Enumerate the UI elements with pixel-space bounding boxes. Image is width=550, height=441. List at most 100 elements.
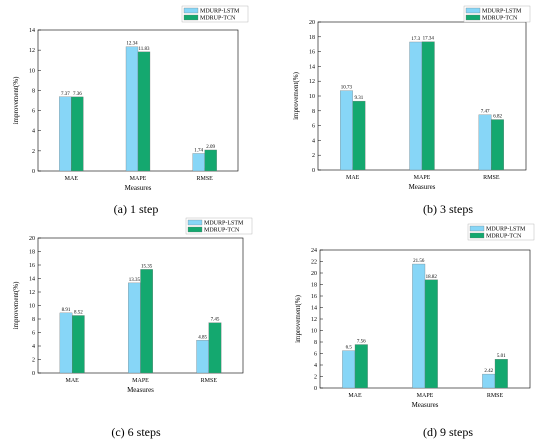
y-tick-label: 18 <box>311 283 317 289</box>
data-label: 21.56 <box>413 259 425 264</box>
bar-mdrup-tcn-mape <box>424 279 438 389</box>
y-tick-label: 16 <box>311 294 317 300</box>
legend-label: MDRUP-TCN <box>482 16 518 22</box>
y-tick-label: 20 <box>309 20 315 26</box>
bar-mdrup-tcn-mae <box>71 96 84 172</box>
legend-label: MDURP-LSTM <box>482 9 522 15</box>
legend-swatch <box>469 232 485 239</box>
chart-panel-4: 024681012141618202224improvement(%)MAE6.… <box>294 223 535 439</box>
bar-mdurp-lstm-mae <box>342 350 356 389</box>
x-tick-label: MAPE <box>130 176 147 182</box>
bar-mdurp-lstm-mape <box>409 41 423 171</box>
y-tick-label: 0 <box>32 371 35 377</box>
y-tick-label: 6 <box>312 124 315 130</box>
y-tick-label: 2 <box>32 358 35 364</box>
data-label: 17.3 <box>411 37 420 42</box>
data-label: 11.83 <box>138 47 150 52</box>
legend-box <box>181 5 249 23</box>
chart-caption: (c) 6 steps <box>111 425 161 439</box>
legend-label: MDRUP-TCN <box>204 228 240 234</box>
y-tick-label: 22 <box>311 260 317 266</box>
y-tick-label: 0 <box>32 169 35 175</box>
data-label: 8.52 <box>74 310 83 315</box>
y-tick-label: 12 <box>311 317 317 323</box>
bar-mdrup-tcn-mape <box>137 51 151 172</box>
y-tick-label: 20 <box>311 271 317 277</box>
x-axis-title: Measures <box>412 401 439 409</box>
y-tick-label: 12 <box>309 79 315 85</box>
chart-caption: (d) 9 steps <box>423 425 473 439</box>
y-tick-label: 4 <box>314 363 317 369</box>
bar-mdrup-tcn-rmse <box>491 119 504 171</box>
y-axis-title: improvement(%) <box>292 71 300 119</box>
y-tick-label: 14 <box>309 64 315 70</box>
x-tick-label: RMSE <box>201 378 218 384</box>
legend-swatch <box>465 14 481 21</box>
data-label: 2.09 <box>206 145 215 150</box>
legend-swatch <box>469 225 485 232</box>
bar-mdrup-tcn-mape <box>421 41 435 171</box>
y-axis-title: improvement(%) <box>294 294 302 342</box>
chart-panel-1: 0 2 4 6 8 10 12 14 improvement(%) MAE 7.37 7.36 MAPE… <box>12 5 249 216</box>
data-label: 4.85 <box>198 335 207 340</box>
data-label: 2.42 <box>484 369 493 374</box>
y-tick-label: 10 <box>309 94 315 100</box>
legend-swatch <box>465 7 481 14</box>
data-label: 7.45 <box>211 318 220 323</box>
bar-mdrup-tcn-mae <box>352 100 366 171</box>
bar-mdurp-lstm-mae <box>340 90 353 171</box>
bar-mdurp-lstm-rmse <box>196 340 209 374</box>
y-tick-label: 8 <box>312 109 315 115</box>
y-tick-label: 2 <box>314 375 317 381</box>
data-label: 8.91 <box>62 308 71 313</box>
y-tick-label: 2 <box>312 153 315 159</box>
bar-mdurp-lstm-mae <box>59 312 73 374</box>
legend-label: MDURP-LSTM <box>204 221 244 227</box>
legend-box <box>467 223 535 241</box>
x-tick-label: MAE <box>65 378 79 384</box>
y-tick-label: 24 <box>311 248 317 254</box>
y-tick-label: 14 <box>29 277 35 283</box>
y-tick-label: 8 <box>314 340 317 346</box>
bar-mdrup-tcn-mae <box>72 315 85 374</box>
y-tick-label: 20 <box>29 236 35 242</box>
y-tick-label: 10 <box>311 329 317 335</box>
data-label: 7.47 <box>481 110 490 115</box>
y-tick-label: 8 <box>32 88 35 94</box>
data-label: 15.35 <box>141 264 153 269</box>
legend-label: MDURP-LSTM <box>486 227 526 233</box>
y-tick-label: 12 <box>29 290 35 296</box>
y-tick-label: 6 <box>314 352 317 358</box>
x-tick-label: MAE <box>346 175 360 181</box>
y-tick-label: 4 <box>312 138 315 144</box>
x-tick-label: MAPE <box>417 393 434 399</box>
legend-swatch <box>187 219 203 226</box>
x-tick-label: RMSE <box>196 176 213 182</box>
y-tick-label: 10 <box>29 68 35 74</box>
y-tick-label: 8 <box>32 317 35 323</box>
y-tick-label: 12 <box>29 48 35 54</box>
data-label: 7.37 <box>61 92 70 97</box>
bar-mdrup-tcn-mape <box>140 269 153 374</box>
data-label: 9.31 <box>355 96 364 101</box>
chart-caption: (b) 3 steps <box>423 202 473 216</box>
chart-panel-3: 0 2 4 6 8 10 12 14 16 18 20 improvement(%) MAE 8.918.… <box>12 217 253 439</box>
y-tick-label: 18 <box>309 35 315 41</box>
data-label: 10.73 <box>341 86 353 91</box>
x-tick-label: MAE <box>348 393 362 399</box>
x-axis-title: Measures <box>127 386 154 394</box>
legend-label: MDRUP-TCN <box>486 234 522 240</box>
y-tick-label: 4 <box>32 344 35 350</box>
legend-box <box>185 217 253 235</box>
chart-panel-2: 0 2 4 6 8 10 12 14 16 18 20 improvement(%) MAE 10.739… <box>292 5 531 216</box>
legend-swatch <box>183 7 199 14</box>
bar-mdurp-lstm-mape <box>125 46 139 172</box>
bar-mdrup-tcn-mae <box>354 344 368 389</box>
legend-swatch <box>183 14 199 21</box>
bar-mdurp-lstm-rmse <box>192 153 205 172</box>
y-tick-label: 16 <box>309 50 315 56</box>
data-label: 7.56 <box>357 340 366 345</box>
